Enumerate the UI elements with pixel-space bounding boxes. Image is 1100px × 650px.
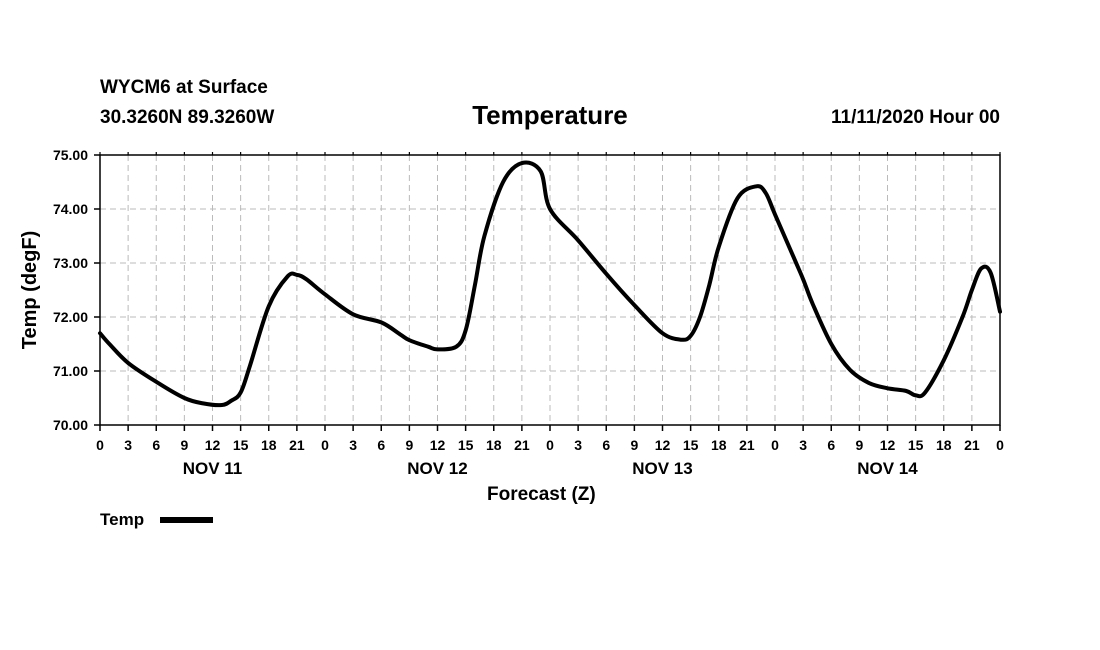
x-tick-label: 21 xyxy=(514,437,530,453)
x-axis: 0 3 6 9 12 15 18 21 0 3 6 9 12 15 18 21 0 3 6 9 12 15 18 21 0 3 6 9… xyxy=(96,152,1004,453)
x-tick-label: 9 xyxy=(180,437,188,453)
y-tick-label: 71.00 xyxy=(53,363,88,379)
x-tick-label: 3 xyxy=(124,437,132,453)
x-tick-label: 21 xyxy=(289,437,305,453)
y-tick-label: 72.00 xyxy=(53,309,88,325)
x-tick-label: 15 xyxy=(908,437,924,453)
chart-title: Temperature xyxy=(472,100,628,130)
day-label: NOV 12 xyxy=(407,459,467,478)
x-tick-label: 6 xyxy=(602,437,610,453)
station-label: WYCM6 at Surface xyxy=(100,77,268,98)
y-axis-label: Temp (degF) xyxy=(19,231,41,350)
x-tick-label: 15 xyxy=(683,437,699,453)
x-tick-label: 12 xyxy=(655,437,671,453)
x-tick-label: 0 xyxy=(546,437,554,453)
legend-swatch-temp xyxy=(160,517,213,523)
x-tick-label: 9 xyxy=(630,437,638,453)
grid-lines xyxy=(100,155,1000,425)
x-tick-label: 6 xyxy=(377,437,385,453)
legend: Temp xyxy=(100,510,213,529)
x-tick-label: 9 xyxy=(405,437,413,453)
x-tick-label: 15 xyxy=(458,437,474,453)
x-tick-label: 12 xyxy=(880,437,896,453)
x-tick-label: 6 xyxy=(152,437,160,453)
x-tick-label: 18 xyxy=(936,437,952,453)
x-tick-label: 9 xyxy=(855,437,863,453)
coordinates-label: 30.3260N 89.3260W xyxy=(100,107,275,128)
y-tick-label: 73.00 xyxy=(53,255,88,271)
day-label: NOV 11 xyxy=(183,459,243,478)
series-line-temp xyxy=(98,160,1002,408)
y-tick-label: 70.00 xyxy=(53,417,88,433)
x-tick-label: 12 xyxy=(205,437,221,453)
forecast-date-label: 11/11/2020 Hour 00 xyxy=(830,107,1000,128)
x-tick-label: 12 xyxy=(430,437,446,453)
day-label: NOV 14 xyxy=(857,459,918,478)
day-label: NOV 13 xyxy=(632,459,692,478)
day-labels: NOV 11 NOV 12 NOV 13 NOV 14 xyxy=(183,459,919,478)
y-tick-label: 74.00 xyxy=(53,201,88,217)
y-axis: 70.00 71.00 72.00 73.00 74.00 75.00 xyxy=(53,147,100,433)
x-tick-label: 3 xyxy=(349,437,357,453)
x-tick-label: 0 xyxy=(996,437,1004,453)
x-tick-label: 21 xyxy=(964,437,980,453)
x-tick-label: 6 xyxy=(827,437,835,453)
legend-label-temp: Temp xyxy=(100,510,144,529)
x-tick-label: 18 xyxy=(486,437,502,453)
y-tick-label: 75.00 xyxy=(53,147,88,163)
x-tick-label: 21 xyxy=(739,437,755,453)
x-tick-label: 3 xyxy=(799,437,807,453)
x-tick-label: 0 xyxy=(96,437,104,453)
x-tick-label: 0 xyxy=(771,437,779,453)
x-tick-label: 18 xyxy=(261,437,277,453)
x-tick-label: 0 xyxy=(321,437,329,453)
x-tick-label: 18 xyxy=(711,437,727,453)
x-tick-label: 3 xyxy=(574,437,582,453)
x-tick-label: 15 xyxy=(233,437,249,453)
x-axis-label: Forecast (Z) xyxy=(487,484,596,505)
